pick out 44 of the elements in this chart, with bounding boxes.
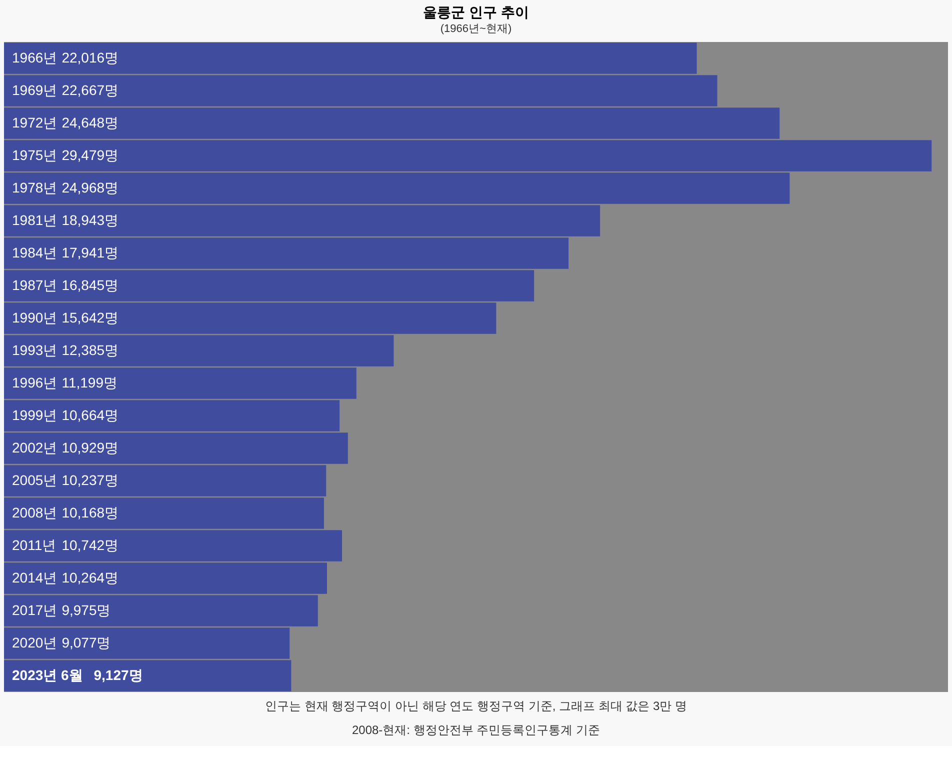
- data-label: 9,975명: [62, 602, 111, 618]
- y-tick-label: 1972년: [12, 114, 58, 130]
- data-label: 29,479명: [62, 146, 119, 163]
- data-label: 10,664명: [62, 406, 119, 423]
- text: 2008-현재: 행정안전부 주민등록인구통계 기준: [352, 723, 600, 737]
- data-label: 15,642명: [62, 309, 119, 326]
- y-tick-label: 2017년: [12, 602, 58, 618]
- y-tick-label: 1999년: [12, 406, 58, 423]
- data-label: 17,941명: [62, 244, 119, 260]
- data-label: 10,237명: [62, 472, 119, 488]
- y-tick-label: 2023년 6월: [12, 666, 83, 683]
- data-label: 10,742명: [62, 536, 119, 553]
- y-tick-label: 1969년: [12, 82, 58, 98]
- text: 인구는 현재 행정구역이 아닌 해당 연도 행정구역 기준, 그래프 최대 값은 3만 명: [264, 699, 688, 713]
- y-tick-label: 1981년: [12, 212, 58, 228]
- data-label: 22,016명: [62, 49, 119, 66]
- y-tick-label: 2011년: [12, 536, 56, 553]
- data-label: 10,168명: [62, 504, 119, 520]
- data-label: 24,968명: [62, 179, 119, 196]
- y-tick-label: 2005년: [12, 472, 58, 488]
- data-label: 24,648명: [62, 114, 119, 130]
- y-tick-label: 1984년: [12, 244, 58, 260]
- y-tick-label: 1978년: [12, 179, 58, 196]
- y-tick-label: 1993년: [12, 342, 58, 358]
- chart-subtitle: (1966년~현재): [440, 23, 512, 35]
- data-label: 9,127명: [94, 666, 143, 683]
- data-label: 12,385명: [62, 342, 119, 358]
- data-label: 10,929명: [62, 439, 119, 456]
- data-label: 18,943명: [62, 212, 119, 228]
- y-tick-label: 2002년: [12, 439, 58, 456]
- chart-title: 울릉군 인구 추이: [423, 4, 529, 20]
- data-label: 9,077명: [62, 634, 111, 650]
- y-tick-label: 2020년: [12, 634, 58, 650]
- data-label: 10,264명: [62, 569, 119, 586]
- data-label: 22,667명: [62, 82, 119, 98]
- y-tick-label: 1966년: [12, 49, 58, 66]
- data-label: 16,845명: [62, 276, 119, 293]
- y-tick-label: 1975년: [12, 146, 58, 163]
- data-label: 11,199명: [62, 374, 118, 390]
- y-tick-label: 1987년: [12, 276, 58, 293]
- y-tick-label: 1990년: [12, 309, 58, 326]
- y-tick-label: 2008년: [12, 504, 58, 520]
- y-tick-label: 1996년: [12, 374, 58, 390]
- y-tick-label: 2014년: [12, 569, 58, 586]
